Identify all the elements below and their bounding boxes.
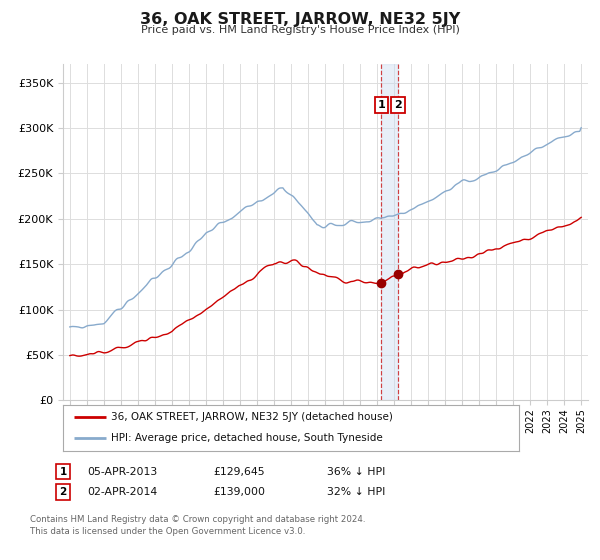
Text: 2: 2 — [59, 487, 67, 497]
Text: This data is licensed under the Open Government Licence v3.0.: This data is licensed under the Open Gov… — [30, 528, 305, 536]
Text: 1: 1 — [377, 100, 385, 110]
Text: 2: 2 — [394, 100, 402, 110]
Text: £129,645: £129,645 — [213, 466, 265, 477]
Text: 1: 1 — [59, 466, 67, 477]
Text: £139,000: £139,000 — [213, 487, 265, 497]
Text: Contains HM Land Registry data © Crown copyright and database right 2024.: Contains HM Land Registry data © Crown c… — [30, 515, 365, 524]
Text: 02-APR-2014: 02-APR-2014 — [87, 487, 157, 497]
Text: 05-APR-2013: 05-APR-2013 — [87, 466, 157, 477]
Text: 36% ↓ HPI: 36% ↓ HPI — [327, 466, 385, 477]
Text: 32% ↓ HPI: 32% ↓ HPI — [327, 487, 385, 497]
Text: HPI: Average price, detached house, South Tyneside: HPI: Average price, detached house, Sout… — [111, 433, 383, 444]
Text: 36, OAK STREET, JARROW, NE32 5JY (detached house): 36, OAK STREET, JARROW, NE32 5JY (detach… — [111, 412, 393, 422]
Bar — [381, 64, 398, 400]
Text: Price paid vs. HM Land Registry's House Price Index (HPI): Price paid vs. HM Land Registry's House … — [140, 25, 460, 35]
Text: 36, OAK STREET, JARROW, NE32 5JY: 36, OAK STREET, JARROW, NE32 5JY — [140, 12, 460, 27]
